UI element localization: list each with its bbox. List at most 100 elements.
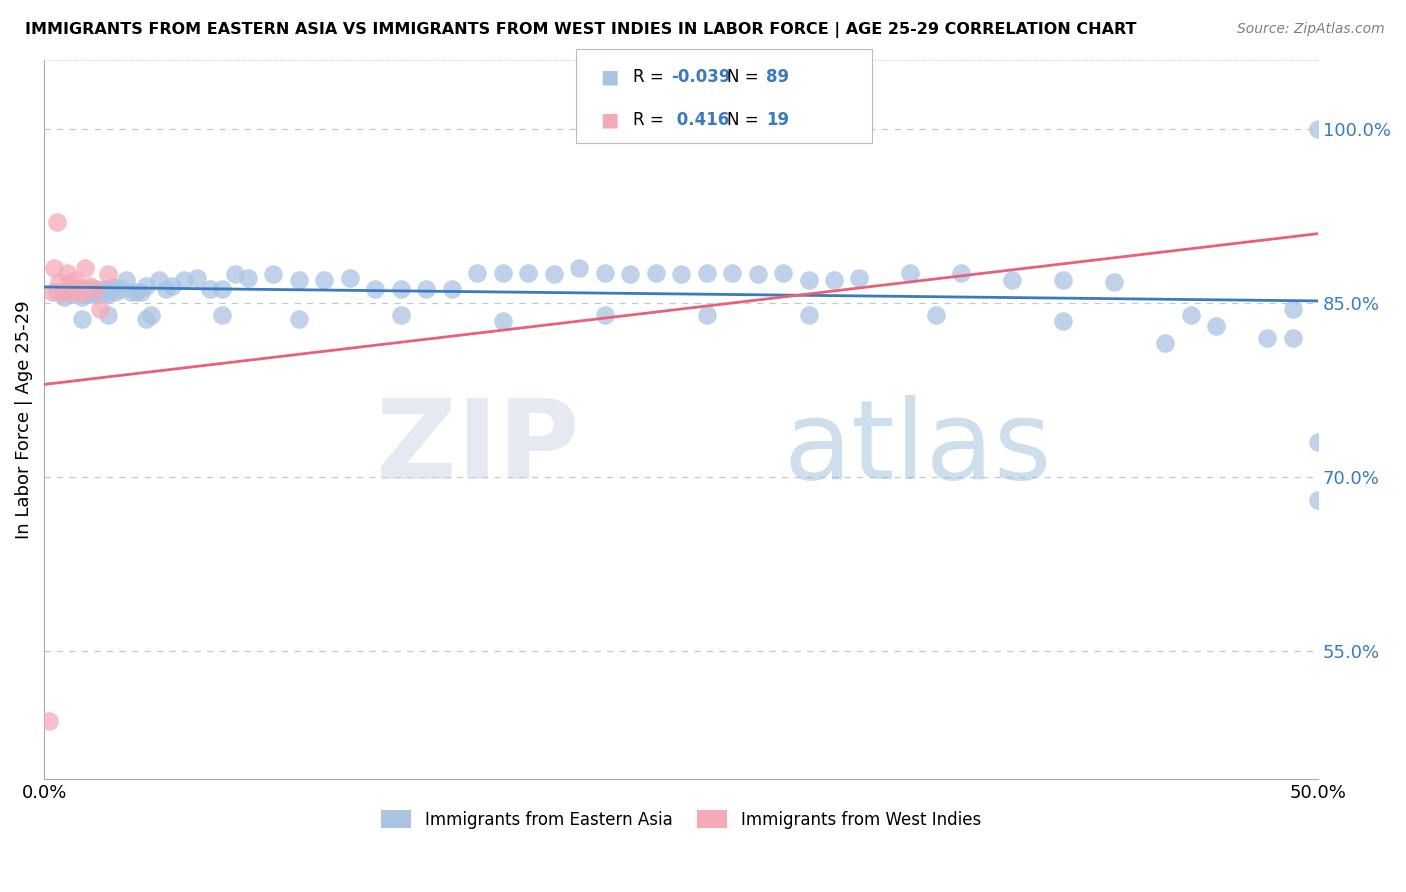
Point: [1052, 273, 1074, 287]
Point: [72, 312, 94, 326]
Point: [593, 308, 616, 322]
Legend: Immigrants from Eastern Asia, Immigrants from West Indies: Immigrants from Eastern Asia, Immigrants…: [374, 804, 987, 835]
Text: R =: R =: [633, 69, 669, 87]
Point: [747, 267, 769, 281]
Text: Source: ZipAtlas.com: Source: ZipAtlas.com: [1237, 22, 1385, 37]
Point: [44, 261, 66, 276]
Point: [72, 285, 94, 299]
Point: [73, 285, 96, 299]
Point: [97, 267, 120, 281]
Point: [389, 308, 412, 322]
Point: [53, 290, 76, 304]
Point: [72, 290, 94, 304]
Point: [45, 285, 67, 299]
Point: [69, 282, 91, 296]
Point: [63, 282, 86, 296]
Point: [38, 714, 60, 728]
Point: [568, 261, 591, 276]
Text: ZIP: ZIP: [375, 394, 579, 501]
Point: [1205, 319, 1227, 334]
Point: [125, 285, 148, 299]
Point: [79, 282, 101, 296]
Point: [97, 308, 120, 322]
Point: [1308, 122, 1330, 136]
Point: [89, 287, 111, 301]
Point: [415, 282, 437, 296]
Point: [69, 287, 91, 301]
Point: [79, 278, 101, 293]
Text: -0.039: -0.039: [671, 69, 730, 87]
Point: [224, 267, 246, 281]
Point: [314, 273, 336, 287]
Point: [114, 273, 136, 287]
Point: [211, 282, 233, 296]
Point: [58, 287, 80, 301]
Point: [66, 285, 89, 299]
Point: [63, 273, 86, 287]
Point: [84, 287, 107, 301]
Point: [492, 313, 515, 327]
Point: [72, 281, 94, 295]
Point: [1281, 331, 1303, 345]
Point: [1104, 276, 1126, 290]
Text: N =: N =: [727, 69, 763, 87]
Point: [104, 285, 127, 299]
Point: [925, 308, 948, 322]
Point: [1154, 335, 1177, 350]
Point: [900, 266, 922, 280]
Point: [60, 282, 83, 296]
Text: ■: ■: [600, 110, 619, 129]
Point: [211, 308, 233, 322]
Point: [79, 287, 101, 301]
Point: [73, 261, 96, 276]
Point: [696, 308, 718, 322]
Point: [84, 282, 107, 296]
Point: [543, 267, 565, 281]
Point: [41, 285, 63, 299]
Text: 89: 89: [766, 69, 789, 87]
Point: [135, 278, 157, 293]
Point: [339, 270, 361, 285]
Point: [86, 285, 108, 299]
Point: [1180, 308, 1202, 322]
Point: [97, 287, 120, 301]
Point: [1308, 435, 1330, 450]
Point: [160, 278, 183, 293]
Point: [53, 285, 76, 299]
Point: [58, 276, 80, 290]
Point: [517, 266, 540, 280]
Point: [1001, 273, 1024, 287]
Point: [619, 267, 641, 281]
Point: [696, 266, 718, 280]
Point: [772, 266, 794, 280]
Point: [721, 266, 744, 280]
Point: [198, 282, 221, 296]
Point: [262, 267, 284, 281]
Point: [593, 266, 616, 280]
Point: [98, 282, 121, 296]
Point: [45, 215, 67, 229]
Point: [288, 273, 311, 287]
Text: atlas: atlas: [783, 394, 1052, 501]
Point: [155, 282, 177, 296]
Point: [66, 285, 89, 299]
Text: 0.416: 0.416: [671, 111, 728, 128]
Point: [492, 266, 515, 280]
Point: [797, 273, 820, 287]
Point: [823, 273, 845, 287]
Point: [76, 287, 98, 301]
Text: N =: N =: [727, 111, 763, 128]
Point: [94, 285, 117, 299]
Text: IMMIGRANTS FROM EASTERN ASIA VS IMMIGRANTS FROM WEST INDIES IN LABOR FORCE | AGE: IMMIGRANTS FROM EASTERN ASIA VS IMMIGRAN…: [25, 22, 1137, 38]
Point: [364, 282, 387, 296]
Point: [48, 276, 70, 290]
Text: 19: 19: [766, 111, 789, 128]
Point: [236, 270, 259, 285]
Text: R =: R =: [633, 111, 669, 128]
Point: [1052, 313, 1074, 327]
Point: [129, 285, 152, 299]
Point: [288, 312, 311, 326]
Point: [465, 266, 488, 280]
Point: [186, 270, 208, 285]
Point: [91, 282, 114, 296]
